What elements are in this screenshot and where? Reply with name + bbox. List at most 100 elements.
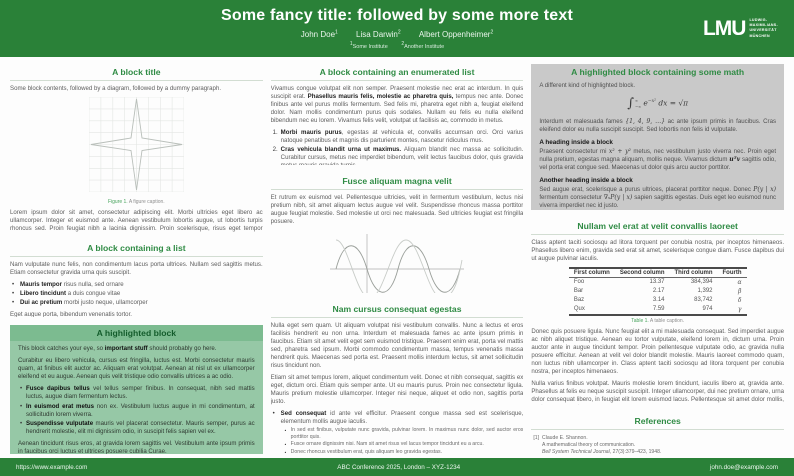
list-item: 1. Morbi mauris purus, egestas at vehicul… <box>272 129 524 145</box>
table-cell: 83,742 <box>694 297 713 304</box>
list-item: • Dui ac pretium morbi justo neque, ullam… <box>12 299 148 307</box>
lmu-logo-letters: LMU <box>702 17 746 40</box>
website-link[interactable]: https://www.example.com <box>16 463 88 471</box>
paragraph: Donec quis posuere ligula. Nunc feugiat … <box>531 327 785 375</box>
sine-plot <box>330 233 464 293</box>
block-heading: A block containing a list <box>87 243 186 254</box>
bullet-list: • Sed consequat id ante vel efficitur. Pr… <box>273 410 524 454</box>
list-item: • Mauris tempor risus nulla, sed ornare <box>12 281 124 289</box>
numbered-list: 1. Morbi mauris purus, egestas at vehicul… <box>273 129 524 164</box>
table-cell: 384,394 <box>690 279 713 286</box>
heading-rule <box>270 188 524 190</box>
block-table: Nullam vel erat at velit convallis laore… <box>531 218 785 405</box>
conference-info: ABC Conference 2025, London – XYZ-1234 <box>337 463 461 471</box>
block-figure: Fusce aliquam magna velit Et rutrum ex e… <box>270 173 524 293</box>
paragraph: Nulla varius finibus volutpat. Mauris mo… <box>531 380 785 405</box>
block-heading: Nam cursus consequat egestas <box>332 303 462 314</box>
list-item: • In euismod erat metus non ex. Vestibulu… <box>20 402 255 418</box>
column-header: Fourth <box>717 267 747 278</box>
table-cell: γ <box>737 305 742 313</box>
column-1: A block title Some block contents, follo… <box>10 64 263 454</box>
inline-math: {1, 4, 9, …} <box>625 118 666 126</box>
table-cell: 13.37 <box>649 279 665 286</box>
email-link[interactable]: john.doe@example.com <box>709 463 778 471</box>
sine-figure <box>271 230 524 293</box>
table-cell: Qux <box>573 306 585 313</box>
institute: 2Another Institute <box>401 41 445 51</box>
inline-math: P(y | x) <box>753 186 777 194</box>
table-cell: 3.14 <box>652 297 665 304</box>
paragraph: Sed augue erat, scelerisque a purus ultr… <box>539 186 777 210</box>
highlighted-block: A highlighted block This block catches y… <box>10 325 263 454</box>
block-enumerated-list: A block containing an enumerated list Vi… <box>270 64 524 165</box>
poster-body: A block title Some block contents, follo… <box>0 57 794 458</box>
sub-bullet-list: • In sed est finibus, vulputate nunc grav… <box>285 427 524 454</box>
lmu-logo-text: LUDWIG- MAXIMILIANS- UNIVERSITÄT MÜNCHEN <box>749 17 778 38</box>
table-header-row: First column Second column Third column … <box>568 267 747 278</box>
reference-entry: [1] Claude E. Shannon. A mathematical th… <box>533 434 662 454</box>
author: John Doe1 <box>300 29 338 39</box>
table-cell: 1,392 <box>697 288 713 295</box>
poster-header: Some fancy title: followed by some more … <box>0 0 794 57</box>
heading-rule <box>10 80 263 81</box>
table-caption: Table 1. A table caption. <box>631 317 685 324</box>
authors-line: John Doe1 Lisa Darwin2 Albert Oppenheime… <box>0 29 794 39</box>
block-nested-list: Nam cursus consequat egestas Nulla eget … <box>270 301 524 454</box>
table-row: Baz 3.14 83,742 δ <box>569 296 747 305</box>
bullet-list: • Mauris tempor risus nulla, sed ornare •… <box>12 281 263 307</box>
figure-caption: Figure 1. A figure caption. <box>107 199 165 206</box>
inline-math: uᵀv <box>729 156 741 164</box>
column-header: First column <box>568 267 615 278</box>
list-item: 2. Cras vehicula blandit urna ut maximus.… <box>272 146 524 164</box>
column-2: A block containing an enumerated list Vi… <box>270 64 524 454</box>
heading-rule <box>270 80 524 81</box>
list-item: • Libero tincidunt a duis congue vitae <box>12 290 121 298</box>
equation: ∫ ∞ −∞ e−x² dx = √π <box>627 96 689 112</box>
table-cell: Foo <box>573 279 585 286</box>
heading-rule <box>531 428 785 430</box>
block-a-block-title: A block title Some block contents, follo… <box>10 64 263 232</box>
paragraph: Et rutrum ex euismod vel. Pellentesque u… <box>270 193 524 225</box>
table-cell: 974 <box>702 306 713 313</box>
block-heading: Nullam vel erat at velit convallis laore… <box>577 220 738 231</box>
poster-footer: https://www.example.com ABC Conference 2… <box>0 458 794 476</box>
paragraph: This block catches your eye, so importan… <box>18 345 217 353</box>
table-cell: δ <box>737 296 742 304</box>
page-title: Some fancy title: followed by some more … <box>221 7 573 24</box>
paragraph: Vivamus congue volutpat elit non semper.… <box>270 85 524 125</box>
list-item: • Fusce dapibus tellus vel tellus semper … <box>20 385 255 401</box>
table-cell: β <box>738 287 742 295</box>
institutes-line: 1Some Institute 2Another Institute <box>0 42 794 51</box>
author: Albert Oppenheimer2 <box>418 29 494 39</box>
highlighted-math-block: A highlighted block containing some math… <box>531 64 785 210</box>
block-list: A block containing a list Nam vulputate … <box>10 240 263 317</box>
table-row: Bar 2.17 1,392 β <box>569 287 747 296</box>
sub-list-item: • Donec rhoncus vestibulum erat, quis ali… <box>284 449 443 454</box>
block-heading: Fusce aliquam magna velit <box>342 175 452 186</box>
sub-list-item: • Fusce ornare dignissim nisi. Nam sit am… <box>284 441 484 448</box>
paragraph: Interdum et malesuada fames {1, 4, 9, …}… <box>539 118 777 134</box>
star-figure <box>10 96 263 197</box>
lmu-logo: LMU LUDWIG- MAXIMILIANS- UNIVERSITÄT MÜN… <box>703 18 778 40</box>
paragraph: Eget augue porta, bibendum venenatis tor… <box>10 311 132 318</box>
block-heading: A highlighted block containing some math <box>571 67 745 77</box>
inline-math: x² + y² <box>608 148 631 156</box>
inner-heading: Another heading inside a block <box>539 177 633 185</box>
column-header: Third column <box>669 267 718 278</box>
heading-rule <box>10 256 263 258</box>
paragraph: Aenean tincidunt risus eros, at gravida … <box>18 439 255 454</box>
heading-rule <box>531 233 785 235</box>
author: Lisa Darwin2 <box>356 29 401 39</box>
institute: 1Some Institute <box>349 41 388 51</box>
table-cell: 7.59 <box>652 306 665 313</box>
star-plot <box>88 96 185 193</box>
block-heading: A block title <box>112 67 161 77</box>
paragraph: Some block contents, followed by a diagr… <box>10 85 222 92</box>
block-heading: References <box>634 415 681 426</box>
table-cell: Bar <box>573 288 584 295</box>
paragraph: Lorem ipsum dolor sit amet, consectetur … <box>10 209 263 233</box>
table-row: Foo 13.37 384,394 α <box>569 277 747 287</box>
table-cell: 2.17 <box>652 288 665 295</box>
paragraph: Nulla eget sem quam. Ut aliquam volutpat… <box>270 321 524 369</box>
block-heading: A highlighted block <box>10 325 263 342</box>
